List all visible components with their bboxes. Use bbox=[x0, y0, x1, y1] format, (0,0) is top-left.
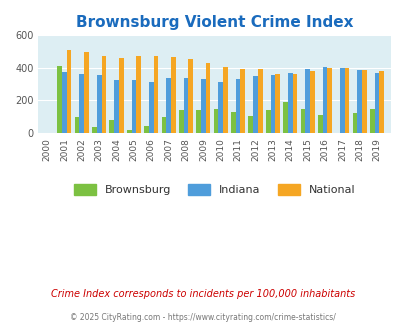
Text: Crime Index corresponds to incidents per 100,000 inhabitants: Crime Index corresponds to incidents per… bbox=[51, 289, 354, 299]
Bar bbox=[213, 109, 218, 133]
Text: © 2025 CityRating.com - https://www.cityrating.com/crime-statistics/: © 2025 CityRating.com - https://www.city… bbox=[70, 313, 335, 322]
Bar bbox=[57, 66, 62, 133]
Bar bbox=[223, 67, 227, 133]
Bar bbox=[257, 70, 262, 133]
Bar bbox=[265, 110, 270, 133]
Bar bbox=[144, 126, 149, 133]
Title: Brownsburg Violent Crime Index: Brownsburg Violent Crime Index bbox=[76, 15, 353, 30]
Bar bbox=[379, 71, 383, 133]
Bar bbox=[75, 116, 79, 133]
Bar bbox=[188, 59, 193, 133]
Bar bbox=[205, 63, 210, 133]
Bar bbox=[292, 74, 296, 133]
Bar bbox=[196, 110, 200, 133]
Bar bbox=[356, 70, 361, 133]
Bar bbox=[171, 57, 175, 133]
Legend: Brownsburg, Indiana, National: Brownsburg, Indiana, National bbox=[70, 180, 359, 200]
Bar bbox=[62, 72, 66, 133]
Bar bbox=[179, 110, 183, 133]
Bar bbox=[275, 74, 279, 133]
Bar bbox=[92, 127, 96, 133]
Bar bbox=[136, 56, 141, 133]
Bar bbox=[79, 74, 84, 133]
Bar bbox=[66, 50, 71, 133]
Bar bbox=[230, 112, 235, 133]
Bar bbox=[240, 70, 245, 133]
Bar bbox=[166, 79, 171, 133]
Bar bbox=[114, 80, 119, 133]
Bar bbox=[149, 82, 153, 133]
Bar bbox=[200, 79, 205, 133]
Bar bbox=[218, 82, 223, 133]
Bar bbox=[253, 76, 257, 133]
Bar bbox=[352, 113, 356, 133]
Bar bbox=[309, 71, 314, 133]
Bar bbox=[305, 70, 309, 133]
Bar bbox=[248, 116, 253, 133]
Bar bbox=[161, 116, 166, 133]
Bar bbox=[96, 75, 101, 133]
Bar bbox=[322, 67, 326, 133]
Bar bbox=[84, 52, 89, 133]
Bar bbox=[131, 80, 136, 133]
Bar bbox=[126, 130, 131, 133]
Bar bbox=[326, 68, 331, 133]
Bar bbox=[369, 109, 374, 133]
Bar bbox=[283, 102, 287, 133]
Bar bbox=[270, 75, 275, 133]
Bar bbox=[339, 68, 344, 133]
Bar bbox=[361, 70, 366, 133]
Bar bbox=[317, 115, 322, 133]
Bar bbox=[119, 58, 123, 133]
Bar bbox=[153, 56, 158, 133]
Bar bbox=[344, 68, 349, 133]
Bar bbox=[183, 79, 188, 133]
Bar bbox=[374, 73, 379, 133]
Bar bbox=[300, 109, 305, 133]
Bar bbox=[287, 73, 292, 133]
Bar bbox=[109, 120, 114, 133]
Bar bbox=[235, 79, 240, 133]
Bar bbox=[101, 56, 106, 133]
